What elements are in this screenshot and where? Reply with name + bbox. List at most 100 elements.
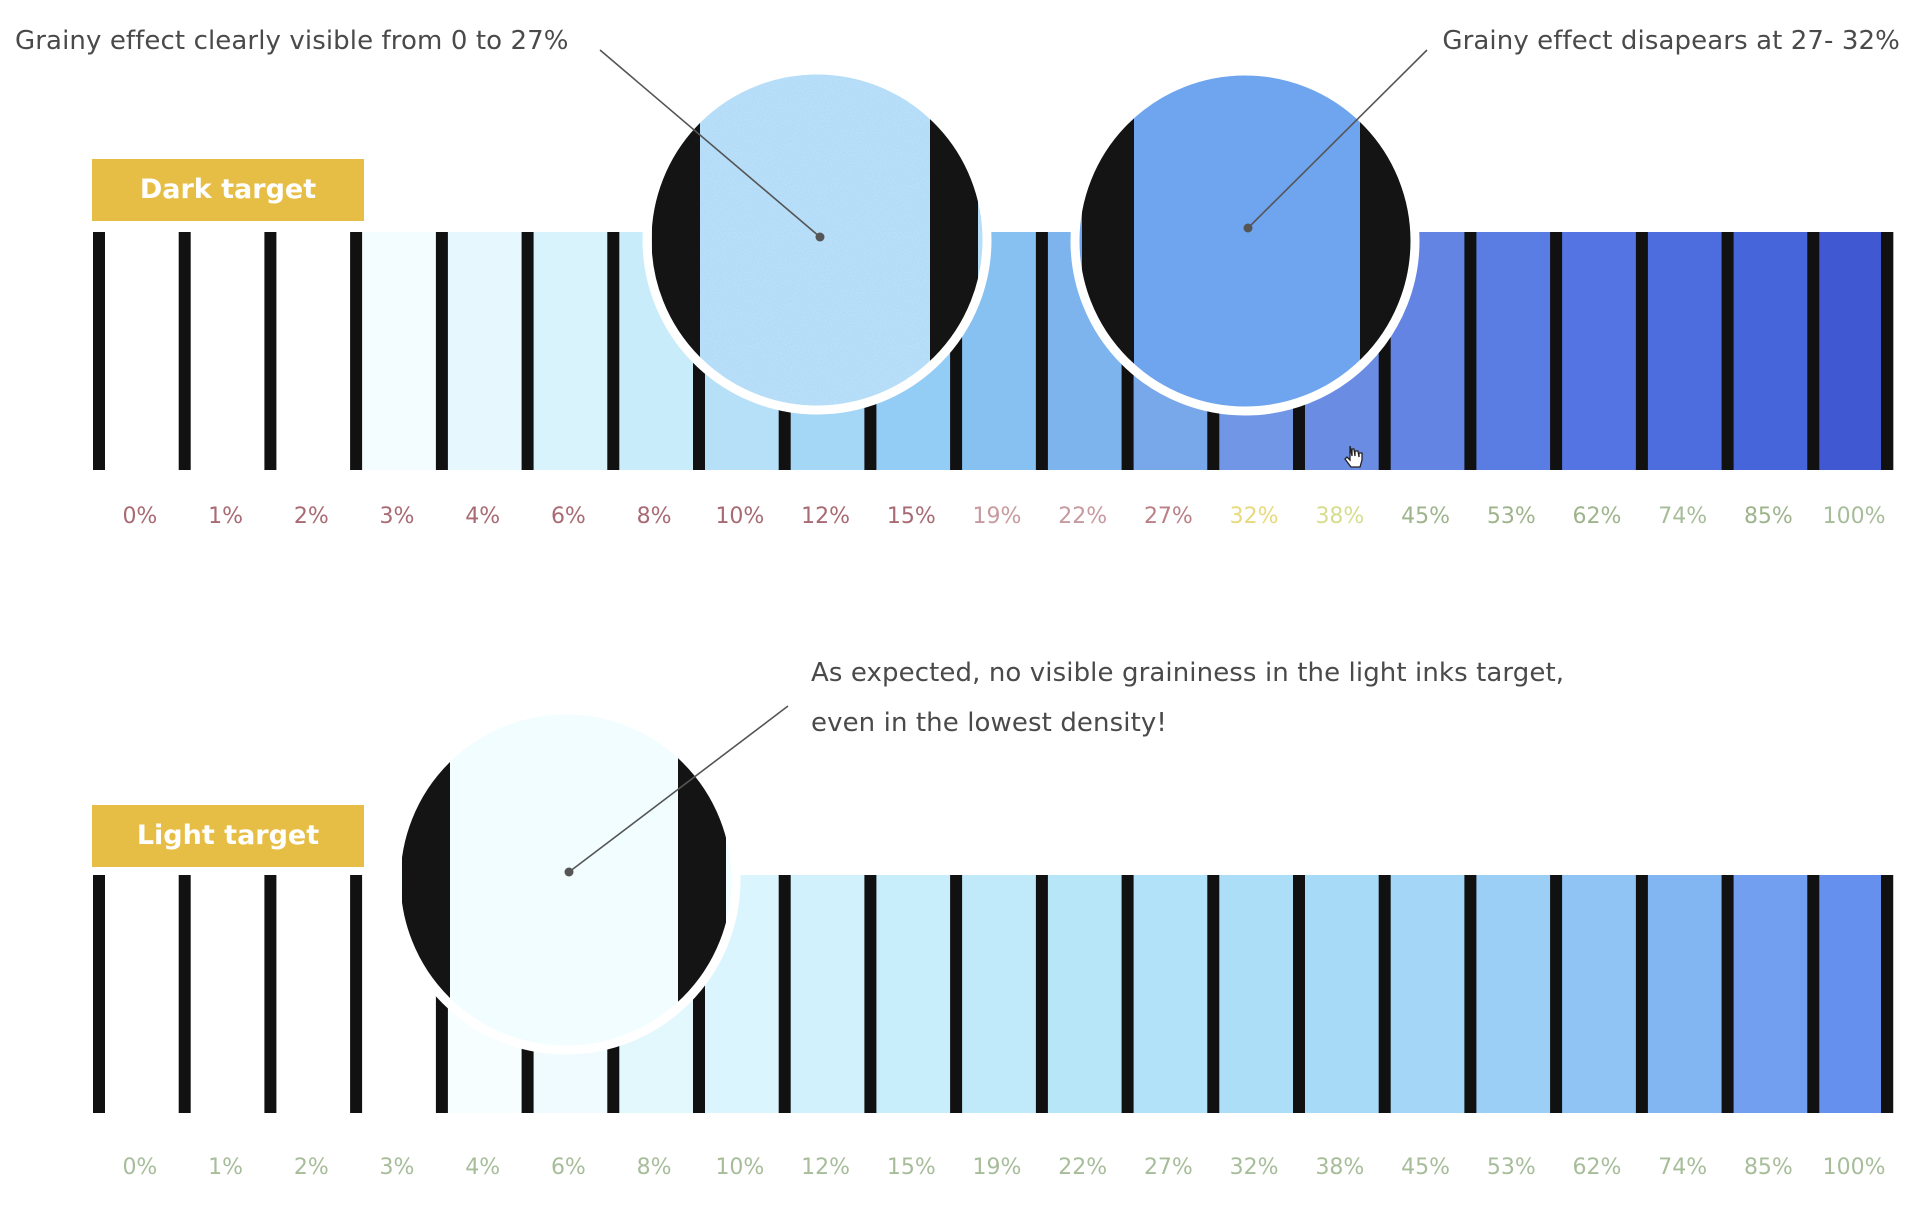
light-target-label: Light target xyxy=(92,805,364,867)
dark-pct-label: 27% xyxy=(1143,504,1193,529)
light-patch-divider xyxy=(1807,875,1820,1113)
dark-pct-label: 85% xyxy=(1743,504,1793,529)
light-pct-label: 4% xyxy=(465,1155,501,1180)
dark-pct-label: 1% xyxy=(208,504,244,529)
light-target-strip xyxy=(93,875,1894,1113)
light-annotation-line1: As expected, no visible graininess in th… xyxy=(811,658,1565,688)
light-pct-label: 12% xyxy=(801,1155,851,1180)
dark-pct-label: 15% xyxy=(886,504,936,529)
dark-patch-divider xyxy=(178,232,191,470)
dark-patch-2pct xyxy=(264,232,351,470)
dark-pct-label: 100% xyxy=(1822,504,1886,529)
dark-pct-label: 62% xyxy=(1572,504,1622,529)
light-pct-label: 0% xyxy=(122,1155,158,1180)
light-pct-label: 19% xyxy=(972,1155,1022,1180)
light-patch-divider xyxy=(350,875,363,1113)
dark-percentage-labels: 0% 1% 2% 3% 4% 6% 8% 10% 12% 15% 19% 22% 27% 32% 38% 45… xyxy=(0,500,1912,534)
light-pct-label: 27% xyxy=(1143,1155,1193,1180)
dark-disappears-annotation: Grainy effect disapears at 27- 32% xyxy=(1442,26,1900,56)
light-pct-label: 1% xyxy=(208,1155,244,1180)
light-pct-label: 32% xyxy=(1229,1155,1279,1180)
light-patch-divider xyxy=(1207,875,1220,1113)
dark-patch-divider xyxy=(1635,232,1648,470)
dark-patch-4pct xyxy=(435,232,523,470)
light-patch-100pct xyxy=(1807,875,1894,1113)
leader-dot-grainy xyxy=(815,232,825,242)
light-patch-85pct xyxy=(1721,875,1808,1113)
dark-patch-divider xyxy=(1807,232,1820,470)
hand-cursor-icon xyxy=(1344,445,1363,468)
light-pct-label: 100% xyxy=(1822,1155,1886,1180)
dark-pct-label: 8% xyxy=(636,504,672,529)
light-patch-divider xyxy=(1293,875,1305,1113)
light-patch-74pct xyxy=(1635,875,1723,1113)
light-patch-divider xyxy=(1121,875,1134,1113)
light-patch-divider xyxy=(1464,875,1477,1113)
dark-pct-label: 4% xyxy=(465,504,501,529)
dark-patch-divider xyxy=(521,232,534,470)
light-pct-label: 22% xyxy=(1058,1155,1108,1180)
light-patch-divider xyxy=(1550,875,1563,1113)
magnifier-ring xyxy=(642,65,992,415)
dark-grainy-annotation: Grainy effect clearly visible from 0 to … xyxy=(15,26,569,56)
dark-pct-label: 2% xyxy=(293,504,329,529)
dark-patch-3pct xyxy=(350,232,437,470)
dark-pct-label: 12% xyxy=(801,504,851,529)
dark-pct-label: 22% xyxy=(1058,504,1108,529)
dark-target-label: Dark target xyxy=(92,159,364,221)
light-patch-27pct xyxy=(1121,875,1208,1113)
dark-patch-divider xyxy=(1881,232,1893,470)
light-patch-divider xyxy=(950,875,963,1113)
light-pct-label: 6% xyxy=(550,1155,586,1180)
light-pct-label: 53% xyxy=(1486,1155,1536,1180)
light-patch-1pct xyxy=(178,875,265,1113)
dark-pct-label: 53% xyxy=(1486,504,1536,529)
light-patch-divider xyxy=(264,875,277,1113)
light-patch-62pct xyxy=(1550,875,1637,1113)
light-patch-2pct xyxy=(264,875,351,1113)
dark-pct-label: 74% xyxy=(1658,504,1708,529)
dark-patch-6pct xyxy=(521,232,608,470)
light-annotation-line2: even in the lowest density! xyxy=(811,708,1167,738)
dark-patch-divider xyxy=(1035,232,1048,470)
light-pct-label: 2% xyxy=(293,1155,329,1180)
magnifier-ring xyxy=(1070,66,1420,416)
light-patch-divider xyxy=(1035,875,1048,1113)
dark-patch-divider xyxy=(350,232,363,470)
light-patch-0pct xyxy=(93,875,180,1113)
light-patch-38pct xyxy=(1293,875,1380,1113)
light-patch-15pct xyxy=(864,875,951,1113)
light-patch-22pct xyxy=(1035,875,1123,1113)
dark-patch-divider xyxy=(1550,232,1563,470)
light-patch-12pct xyxy=(778,875,865,1113)
dark-patch-divider xyxy=(435,232,448,470)
dark-patch-divider xyxy=(607,232,620,470)
dark-pct-label: 32% xyxy=(1229,504,1279,529)
light-patch-divider xyxy=(778,875,791,1113)
leader-lines xyxy=(564,49,1428,877)
dark-patch-divider xyxy=(1464,232,1477,470)
dark-patch-divider xyxy=(264,232,277,470)
leader-line-smooth xyxy=(1247,49,1428,229)
light-patch-divider xyxy=(1881,875,1893,1113)
light-patch-19pct xyxy=(950,875,1037,1113)
light-patch-divider xyxy=(93,875,105,1113)
dark-patch-62pct xyxy=(1550,232,1637,470)
light-patch-divider xyxy=(178,875,191,1113)
light-pct-label: 8% xyxy=(636,1155,672,1180)
light-pct-label: 85% xyxy=(1743,1155,1793,1180)
light-patch-45pct xyxy=(1378,875,1465,1113)
light-patch-32pct xyxy=(1207,875,1294,1113)
light-target-annotation: As expected, no visible graininess in th… xyxy=(811,648,1564,748)
dark-patch-divider xyxy=(1721,232,1734,470)
light-patch-divider xyxy=(1378,875,1391,1113)
dark-patch-0pct xyxy=(93,232,180,470)
dark-patch-74pct xyxy=(1635,232,1723,470)
dark-pct-label: 3% xyxy=(379,504,415,529)
dark-patch-1pct xyxy=(178,232,265,470)
light-pct-label: 45% xyxy=(1401,1155,1451,1180)
light-patch-divider xyxy=(1721,875,1734,1113)
dark-pct-label: 6% xyxy=(550,504,586,529)
dark-pct-label: 0% xyxy=(122,504,158,529)
